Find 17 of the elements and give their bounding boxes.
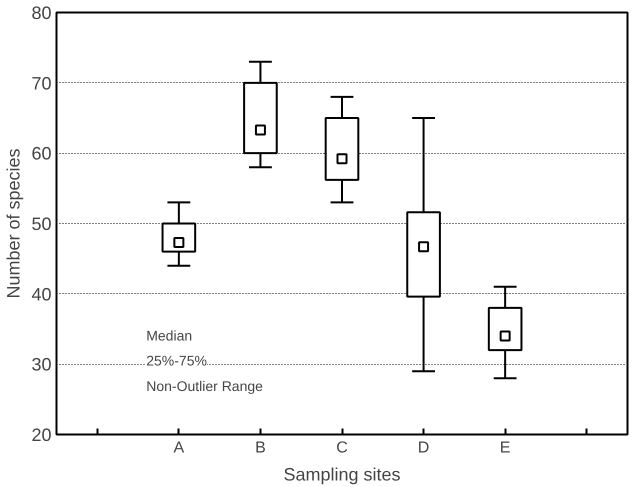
annotation: Non-Outlier Range bbox=[146, 378, 264, 394]
annotation: Median bbox=[146, 327, 192, 344]
y-tick-label: 50 bbox=[31, 214, 52, 234]
x-tick-label: E bbox=[500, 440, 510, 456]
x-tick-label: B bbox=[255, 440, 266, 456]
y-tick-label: 70 bbox=[31, 73, 52, 94]
y-tick-label: 40 bbox=[31, 284, 52, 304]
x-tick-label: A bbox=[174, 440, 185, 456]
y-axis-title: Number of species bbox=[3, 148, 24, 299]
annotation: 25%-75% bbox=[146, 352, 207, 369]
x-tick-label: C bbox=[336, 440, 348, 456]
y-tick-label: 80 bbox=[31, 3, 52, 23]
y-tick-label: 20 bbox=[31, 425, 52, 445]
x-tick-label: D bbox=[418, 440, 430, 456]
y-tick-label: 60 bbox=[31, 144, 52, 164]
x-axis-title: Sampling sites bbox=[283, 464, 401, 484]
y-tick-label: 30 bbox=[31, 354, 52, 375]
